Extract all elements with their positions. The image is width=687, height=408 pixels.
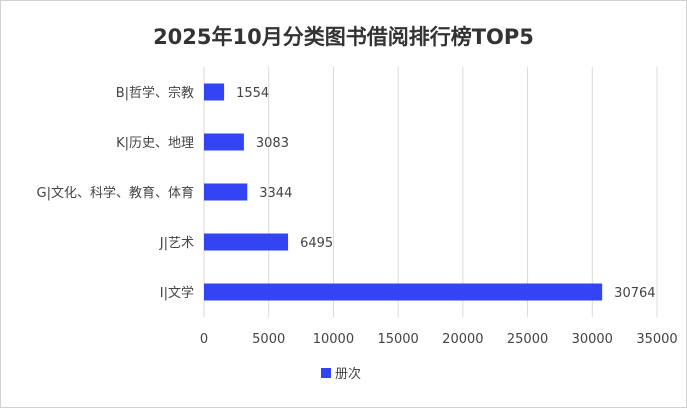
bar xyxy=(204,233,289,251)
legend-swatch xyxy=(321,367,331,378)
bar xyxy=(204,133,244,151)
x-tick-label: 25000 xyxy=(507,332,548,347)
chart-title: 2025年10月分类图书借阅排行榜TOP5 xyxy=(153,25,534,49)
data-label: 3083 xyxy=(256,136,289,151)
category-label: B|哲学、宗教 xyxy=(116,85,194,101)
data-label: 1554 xyxy=(236,86,269,101)
bar xyxy=(204,183,248,201)
x-tick-label: 10000 xyxy=(313,332,354,347)
x-tick-label: 20000 xyxy=(442,332,483,347)
bar xyxy=(204,83,225,101)
category-label: G|文化、科学、教育、体育 xyxy=(37,185,194,201)
bar xyxy=(204,283,603,301)
x-tick-label: 15000 xyxy=(377,332,418,347)
x-tick-label: 35000 xyxy=(636,332,677,347)
category-label: J|艺术 xyxy=(159,236,194,251)
x-tick-label: 0 xyxy=(200,332,208,347)
category-label: K|历史、地理 xyxy=(116,136,194,151)
x-tick-label: 30000 xyxy=(572,332,613,347)
category-label: I|文学 xyxy=(160,285,194,301)
legend-label: 册次 xyxy=(335,367,362,382)
legend: 册次 xyxy=(321,363,361,382)
data-label: 30764 xyxy=(614,286,655,301)
x-tick-label: 5000 xyxy=(252,332,285,347)
data-label: 3344 xyxy=(259,186,292,201)
data-label: 6495 xyxy=(300,236,333,251)
